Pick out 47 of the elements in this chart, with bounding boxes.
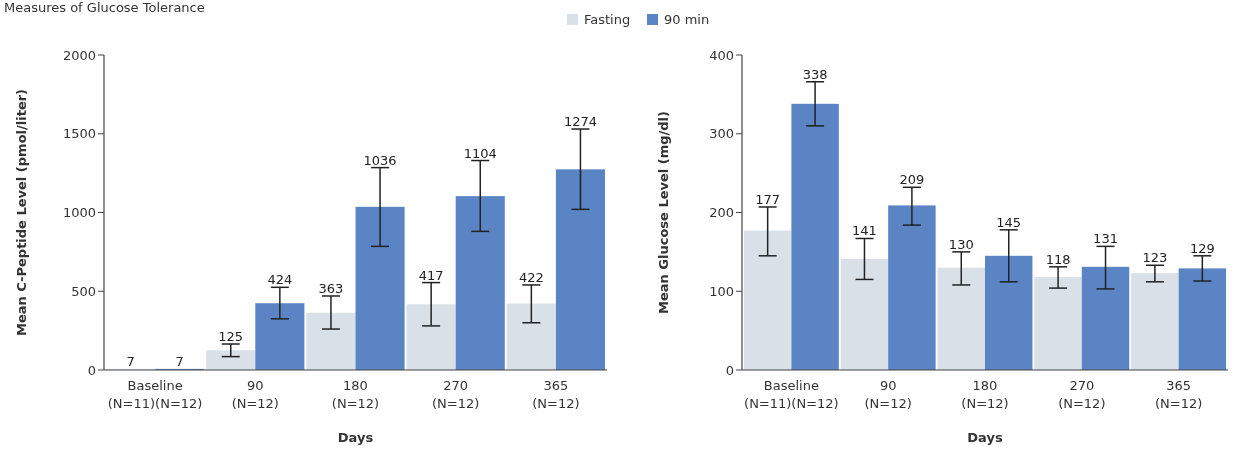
data-label: 422	[518, 269, 544, 285]
data-label: 7	[175, 353, 184, 369]
x-tick-label: 365 (N=12)	[1154, 378, 1203, 411]
y-tick-label: 1000	[62, 205, 96, 221]
data-label: 1104	[463, 145, 497, 161]
x-tick-label: 180 (N=12)	[331, 378, 380, 411]
x-tick-label: 270 (N=12)	[1058, 378, 1106, 411]
chart-title: Measures of Glucose Tolerance	[4, 0, 205, 15]
x-tick-label: 90 (N=12)	[864, 378, 912, 411]
y-axis-title: Mean Glucose Level (mg/dl)	[656, 110, 671, 315]
x-axis-title: Days	[967, 430, 1003, 445]
data-label: 141	[852, 223, 877, 239]
data-label: 129	[1189, 240, 1215, 256]
legend-label: Fasting	[584, 12, 631, 27]
y-tick-label: 1500	[62, 126, 96, 142]
x-tick-label: 90 (N=12)	[231, 378, 279, 411]
y-axis-title: Mean C-Peptide Level (pmol/liter)	[14, 88, 29, 337]
y-tick-label: 500	[71, 283, 96, 299]
x-tick-label: Baseline (N=11)(N=12)	[744, 378, 839, 411]
data-label: 209	[899, 172, 925, 188]
x-tick-label: 270 (N=12)	[432, 378, 480, 411]
x-tick-label: 365 (N=12)	[532, 378, 580, 411]
data-label: 338	[802, 66, 828, 82]
y-tick-label: 200	[709, 205, 734, 221]
data-label: 118	[1045, 251, 1071, 267]
y-tick-label: 400	[709, 47, 734, 63]
data-label: 1036	[363, 152, 397, 168]
data-label: 363	[318, 280, 344, 296]
data-label: 145	[996, 214, 1022, 230]
data-label: 123	[1142, 250, 1168, 266]
data-label: 1274	[563, 114, 597, 130]
y-tick-label: 2000	[62, 47, 96, 63]
data-label: 177	[755, 191, 781, 207]
x-tick-label: 180 (N=12)	[961, 378, 1009, 411]
y-tick-label: 0	[725, 362, 734, 378]
x-axis-title: Days	[337, 430, 374, 445]
data-label: 130	[948, 236, 974, 252]
x-tick-label: Baseline (N=11)(N=12)	[107, 378, 203, 411]
y-tick-label: 0	[87, 362, 96, 378]
data-label: 424	[267, 272, 293, 288]
data-label: 125	[218, 329, 244, 345]
y-tick-label: 100	[709, 283, 734, 299]
legend-label: 90 min	[664, 12, 710, 27]
data-label: 131	[1093, 231, 1118, 247]
y-tick-label: 300	[709, 126, 734, 142]
data-label: 417	[418, 267, 444, 283]
data-label: 7	[126, 353, 135, 369]
